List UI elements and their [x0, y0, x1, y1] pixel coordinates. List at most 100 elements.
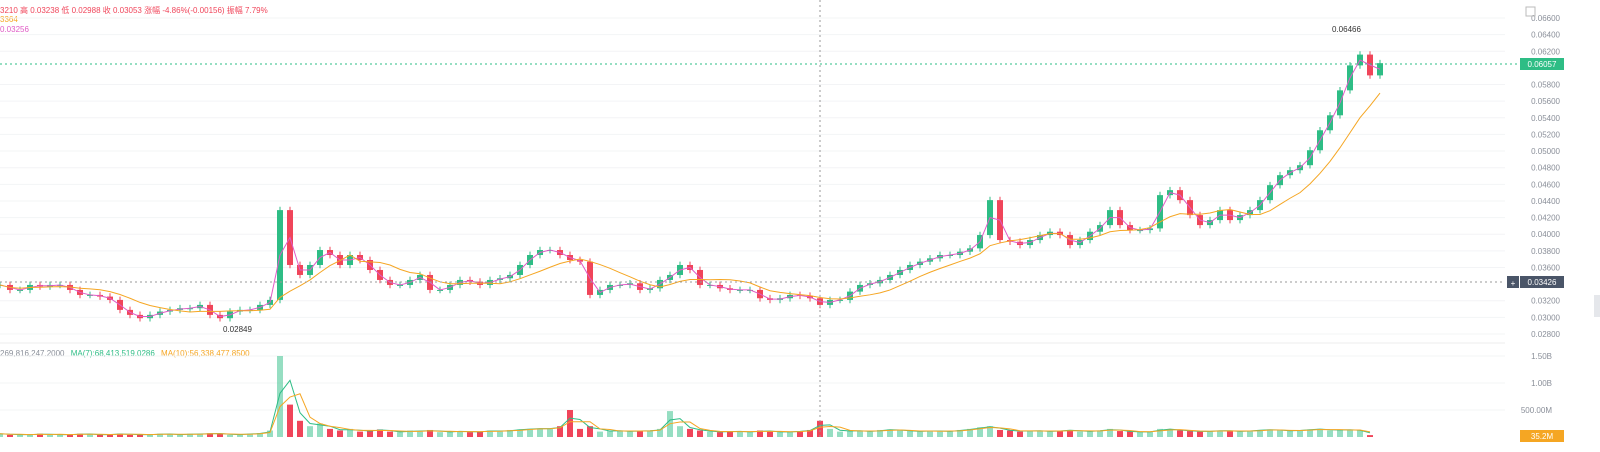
volume-bar — [1257, 429, 1263, 437]
low-marker-label: 0.02849 — [223, 325, 252, 334]
volume-bar — [1077, 431, 1083, 437]
volume-bar — [987, 426, 993, 437]
volume-bar — [627, 431, 633, 437]
volume-bar — [1267, 429, 1273, 437]
volume-bar — [907, 431, 913, 437]
volume-bar — [417, 431, 423, 437]
volume-ma10: MA(10):56,338,477.8500 — [161, 349, 250, 358]
volume-bar — [1327, 430, 1333, 437]
volume-bar — [1057, 430, 1063, 437]
volume-bar — [1117, 431, 1123, 437]
volume-bar — [617, 431, 623, 437]
volume-bar — [217, 433, 223, 437]
fullscreen-icon[interactable] — [1525, 6, 1536, 17]
volume-bar — [447, 431, 453, 437]
volume-bar — [307, 426, 313, 437]
plus-icon: + — [1511, 279, 1516, 288]
volume-bar — [717, 432, 723, 437]
volume-bar — [1317, 428, 1323, 437]
volume-bar — [817, 420, 823, 437]
volume-bar — [337, 430, 343, 437]
volume-bar — [407, 430, 413, 437]
price-tick-label: 0.04600 — [1531, 180, 1560, 189]
volume-bar — [127, 434, 133, 437]
volume-bar — [827, 428, 833, 437]
volume-bar — [267, 430, 273, 437]
volume-bar — [1297, 429, 1303, 437]
volume-bar — [137, 434, 143, 437]
volume-bar — [587, 426, 593, 437]
volume-bar — [657, 428, 663, 437]
volume-bar — [427, 429, 433, 437]
high-marker-label: 0.06466 — [1332, 25, 1361, 34]
price-tick-label: 0.05000 — [1531, 147, 1560, 156]
volume-bar — [497, 431, 503, 437]
volume-bar — [327, 428, 333, 437]
volume-bars — [0, 356, 1373, 437]
volume-bar — [917, 431, 923, 437]
volume-bar — [27, 434, 33, 437]
volume-bar — [887, 429, 893, 437]
volume-bar — [7, 434, 13, 437]
volume-bar — [1357, 430, 1363, 437]
volume-ma7-line — [0, 379, 1371, 436]
side-panel-toggle[interactable] — [1594, 295, 1600, 317]
volume-bar — [0, 433, 3, 437]
ma-slow-legend: 3364 — [0, 15, 18, 24]
current-price-label: 0.06057 — [1528, 60, 1557, 69]
volume-tick-label: 1.50B — [1531, 352, 1552, 361]
volume-bar — [477, 431, 483, 437]
volume-bar — [547, 428, 553, 437]
volume-bar — [967, 428, 973, 437]
price-tick-label: 0.05800 — [1531, 81, 1560, 90]
volume-bar — [757, 430, 763, 437]
volume-tick-label: 500.00M — [1521, 406, 1552, 415]
volume-bar — [237, 434, 243, 437]
volume-bar — [17, 434, 23, 437]
volume-bar — [207, 433, 213, 437]
moving-averages — [0, 59, 1381, 436]
volume-bar — [1097, 430, 1103, 437]
volume-bar — [1087, 431, 1093, 437]
add-alert-button[interactable] — [1507, 276, 1519, 288]
volume-bar — [797, 431, 803, 437]
price-tick-label: 0.03800 — [1531, 247, 1560, 256]
price-axis[interactable]: 0.06600 0.06400 0.06200 0.05800 0.05600 0.054… — [1521, 14, 1561, 415]
volume-bar — [647, 431, 653, 437]
volume-bar — [457, 431, 463, 437]
volume-bar — [677, 426, 683, 437]
volume-bar — [527, 428, 533, 437]
price-tick-label: 0.06200 — [1531, 47, 1560, 56]
volume-bar — [257, 433, 263, 437]
volume-bar — [777, 432, 783, 437]
volume-bar — [387, 431, 393, 437]
volume-bar — [1107, 428, 1113, 437]
volume-bar — [1067, 429, 1073, 437]
price-tick-label: 0.06600 — [1531, 14, 1560, 23]
price-tick-label: 0.06400 — [1531, 31, 1560, 40]
volume-bar — [787, 431, 793, 437]
volume-bar — [87, 434, 93, 437]
volume-bar — [897, 430, 903, 437]
price-tick-label: 0.04200 — [1531, 214, 1560, 223]
ma-slow-line — [0, 92, 1381, 313]
volume-bar — [97, 434, 103, 437]
volume-bar — [287, 404, 293, 437]
volume-bar — [1137, 432, 1143, 437]
price-tick-label: 0.02800 — [1531, 330, 1560, 339]
volume-bar — [1177, 430, 1183, 437]
volume-bar — [1027, 430, 1033, 437]
volume-bar — [1167, 429, 1173, 437]
volume-bar — [927, 430, 933, 437]
volume-bar — [517, 429, 523, 437]
volume-bar — [857, 431, 863, 437]
price-tick-label: 0.05200 — [1531, 130, 1560, 139]
volume-ma10-line — [0, 393, 1371, 436]
volume-bar — [1367, 435, 1373, 437]
volume-value: 269,816,247.2000 — [0, 349, 65, 358]
volume-bar — [77, 433, 83, 437]
current-volume-tag — [1520, 430, 1564, 442]
volume-bar — [1017, 431, 1023, 437]
volume-bar — [1337, 429, 1343, 437]
